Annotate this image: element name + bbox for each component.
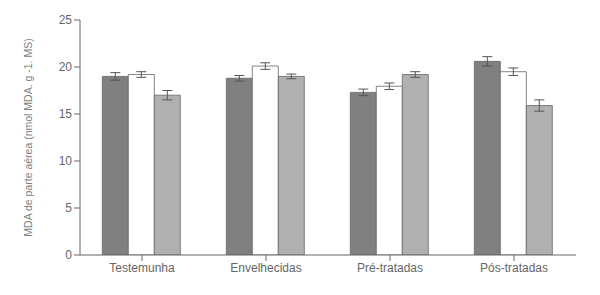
svg-text:0: 0 <box>65 248 72 262</box>
svg-text:Testemunha: Testemunha <box>109 261 175 275</box>
svg-text:25: 25 <box>59 13 73 27</box>
svg-text:Envelhecidas: Envelhecidas <box>230 261 301 275</box>
svg-text:10: 10 <box>59 154 73 168</box>
svg-text:5: 5 <box>65 201 72 215</box>
svg-text:15: 15 <box>59 107 73 121</box>
svg-text:Pré-tratadas: Pré-tratadas <box>357 261 423 275</box>
svg-text:20: 20 <box>59 60 73 74</box>
svg-text:MDA de parte aérea (nmol MDA.: MDA de parte aérea (nmol MDA. g -1. MS) <box>22 38 34 236</box>
svg-text:Pós-tratadas: Pós-tratadas <box>480 261 548 275</box>
